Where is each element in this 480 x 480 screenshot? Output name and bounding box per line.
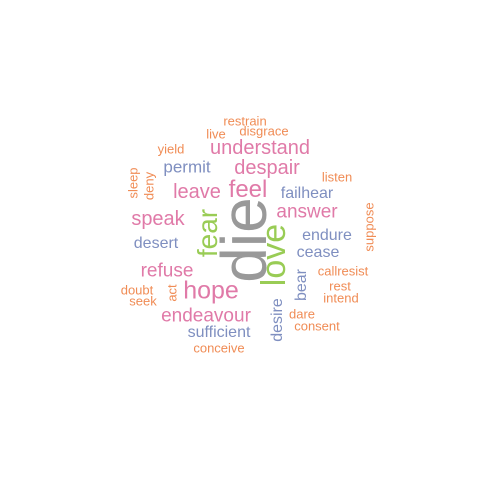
word-bear: bear bbox=[293, 268, 310, 302]
word-hope: hope bbox=[183, 276, 239, 305]
word-answer: answer bbox=[276, 201, 338, 223]
word-despair: despair bbox=[234, 157, 300, 179]
word-cease: cease bbox=[296, 244, 340, 261]
word-speak: speak bbox=[131, 208, 185, 230]
word-listen: listen bbox=[321, 169, 353, 185]
word-leave: leave bbox=[173, 181, 221, 203]
word-restrain: restrain bbox=[223, 113, 267, 129]
word-consent: consent bbox=[294, 318, 340, 334]
word-deny: deny bbox=[141, 171, 157, 201]
word-callresist: callresist bbox=[317, 263, 369, 279]
word-seek: seek bbox=[129, 293, 157, 309]
word-suppose: suppose bbox=[361, 202, 377, 252]
word-doubt: doubt bbox=[120, 282, 154, 298]
word-dare: dare bbox=[288, 306, 316, 322]
word-fear: fear bbox=[192, 208, 223, 258]
word-sleep: sleep bbox=[125, 167, 141, 199]
word-act: act bbox=[164, 284, 180, 302]
word-feel: feel bbox=[228, 176, 268, 203]
word-sufficient: sufficient bbox=[187, 324, 251, 341]
word-endure: endure bbox=[302, 227, 352, 244]
word-understand: understand bbox=[209, 137, 311, 159]
word-endeavour: endeavour bbox=[161, 305, 251, 327]
word-refuse: refuse bbox=[140, 260, 194, 282]
word-desire: desire bbox=[269, 298, 286, 342]
word-yield: yield bbox=[157, 141, 185, 157]
word-desert: desert bbox=[133, 235, 179, 252]
word-conceive: conceive bbox=[193, 340, 245, 356]
word-failhear: failhear bbox=[280, 185, 334, 202]
word-intend: intend bbox=[323, 290, 359, 306]
word-permit: permit bbox=[163, 157, 211, 177]
word-live: live bbox=[206, 126, 226, 142]
word-love: love bbox=[255, 223, 293, 287]
word-rest: rest bbox=[329, 278, 351, 294]
word-disgrace: disgrace bbox=[239, 123, 289, 139]
